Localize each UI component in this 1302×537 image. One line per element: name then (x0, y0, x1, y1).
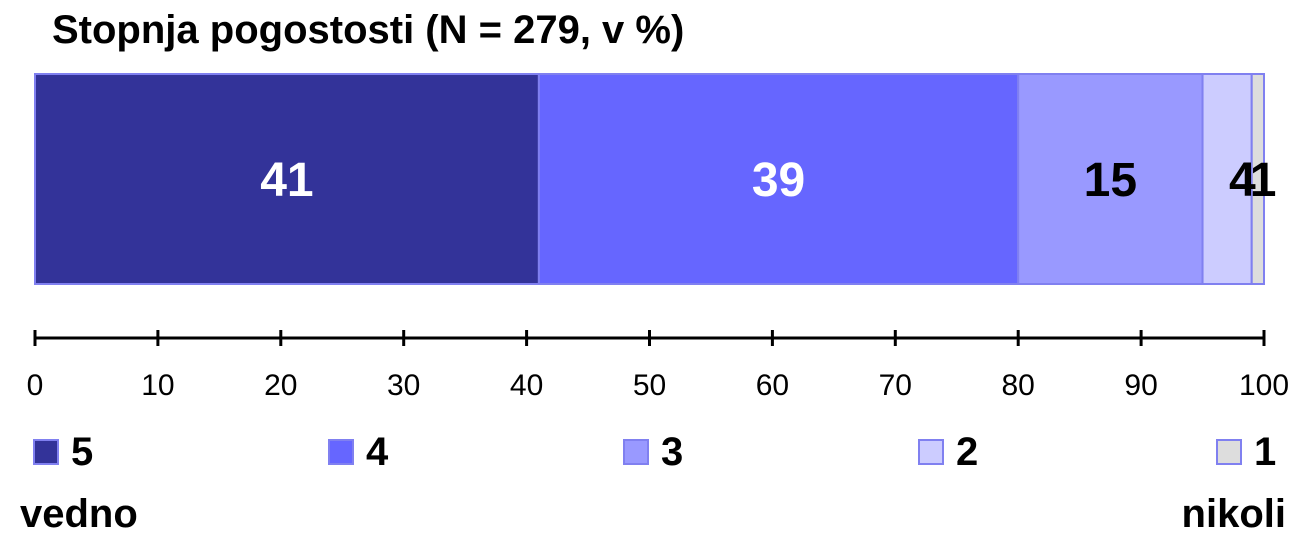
legend-item-2: 2 (918, 429, 979, 474)
data-label-5: 41 (260, 154, 313, 207)
x-tick-label: 20 (264, 369, 297, 402)
x-tick-label: 30 (387, 369, 420, 402)
bar-segment-5 (34, 73, 540, 285)
legend-item-1: 1 (1216, 429, 1277, 474)
legend-label-5: 5 (71, 429, 94, 474)
x-tick-label: 60 (756, 369, 789, 402)
legend-item-3: 3 (623, 429, 684, 474)
legend-label-2: 2 (956, 429, 979, 474)
data-label-4: 39 (752, 154, 805, 207)
chart-title: Stopnja pogostosti (N = 279, v %) (52, 8, 685, 52)
x-tick-label: 40 (510, 369, 543, 402)
x-tick-label: 10 (141, 369, 174, 402)
x-tick-label: 80 (1002, 369, 1035, 402)
bar-segment-1 (1250, 73, 1265, 285)
x-tick-label: 50 (633, 369, 666, 402)
legend-end-label: nikoli (1181, 492, 1286, 536)
legend-swatch-5 (33, 439, 59, 465)
data-label-2: 4 (1229, 154, 1256, 207)
legend-label-3: 3 (661, 429, 684, 474)
data-label-3: 15 (1084, 154, 1137, 207)
legend-label-4: 4 (366, 429, 389, 474)
legend-item-4: 4 (328, 429, 389, 474)
bar-data-labels: 41 39 15 41 (260, 154, 1276, 207)
legend-swatch-1 (1216, 439, 1242, 465)
x-tick-label: 0 (27, 369, 44, 402)
bar-segment-3 (1017, 73, 1204, 285)
bar-segments (34, 73, 1265, 285)
x-axis-ticks: 0 10 20 30 40 50 60 70 80 90 100 (27, 330, 1289, 402)
data-label-1: 1 (1250, 154, 1277, 207)
legend-item-5: 5 (33, 429, 94, 474)
legend-start-label: vedno (20, 492, 138, 536)
legend-swatch-2 (918, 439, 944, 465)
x-tick-label: 100 (1239, 369, 1289, 402)
x-tick-label: 70 (879, 369, 912, 402)
legend-swatch-4 (328, 439, 354, 465)
x-tick-label: 90 (1124, 369, 1157, 402)
bar-segment-4 (537, 73, 1020, 285)
legend-label-1: 1 (1254, 429, 1277, 474)
legend-swatch-3 (623, 439, 649, 465)
